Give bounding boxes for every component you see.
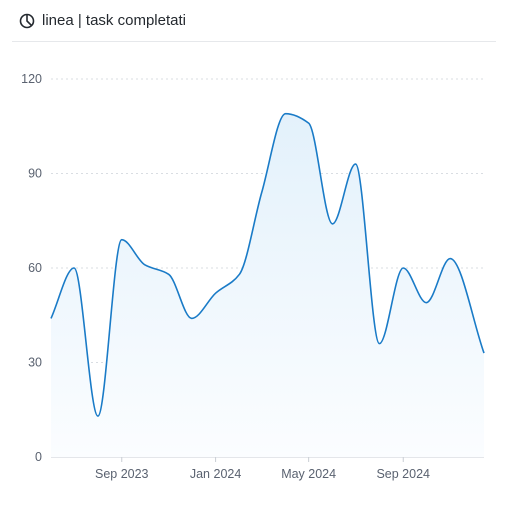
data-point <box>49 316 53 320</box>
data-point <box>96 414 100 418</box>
data-point <box>482 351 486 355</box>
y-tick-label: 30 <box>28 356 42 370</box>
data-point <box>401 266 405 270</box>
data-point <box>354 162 358 166</box>
x-tick-label: Jan 2024 <box>190 467 241 481</box>
data-point <box>330 222 334 226</box>
series-area <box>51 113 484 458</box>
x-tick-label: May 2024 <box>281 467 336 481</box>
x-tick-label: Sep 2023 <box>95 467 149 481</box>
data-point <box>260 190 264 194</box>
data-point <box>72 266 76 270</box>
y-axis: 0 30 60 90 120 <box>21 72 42 464</box>
data-point <box>120 238 124 242</box>
data-point <box>214 291 218 295</box>
chart-header: linea | task completati <box>12 0 496 42</box>
data-point <box>284 112 288 116</box>
x-axis: Sep 2023 Jan 2024 May 2024 Sep 2024 <box>51 456 484 481</box>
y-tick-label: 120 <box>21 72 42 86</box>
data-point <box>190 316 194 320</box>
y-tick-label: 90 <box>28 167 42 181</box>
pie-chart-icon <box>18 12 36 30</box>
data-point <box>167 272 171 276</box>
data-point <box>143 263 147 267</box>
data-point <box>377 342 381 346</box>
data-point <box>307 121 311 125</box>
data-point <box>237 272 241 276</box>
data-point <box>448 257 452 261</box>
y-tick-label: 60 <box>28 261 42 275</box>
chart-title: linea | task completati <box>42 12 186 29</box>
y-tick-label: 0 <box>35 450 42 464</box>
data-point <box>424 301 428 305</box>
x-tick-label: Sep 2024 <box>376 467 430 481</box>
series-line <box>50 112 485 417</box>
